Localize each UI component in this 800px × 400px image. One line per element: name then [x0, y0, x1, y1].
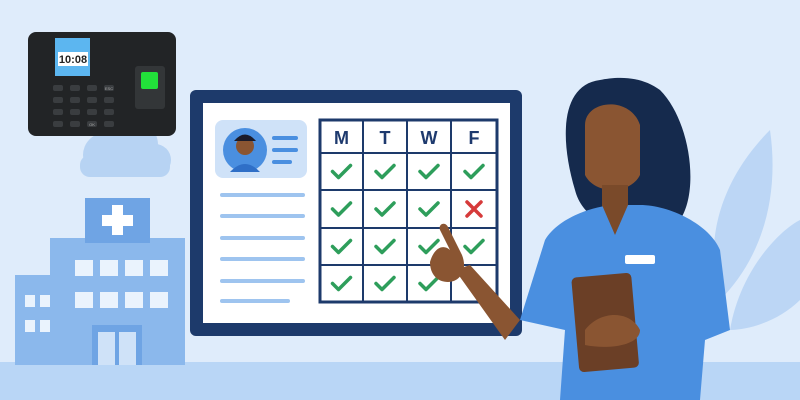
cross-icon	[465, 200, 483, 218]
key-ok: OK	[89, 122, 95, 127]
fingerprint-time-clock: 10:08 ESC OK	[28, 32, 176, 136]
nurse-figure	[430, 77, 730, 400]
key-esc: ESC	[105, 86, 113, 91]
check-icon	[374, 163, 396, 180]
check-icon	[374, 238, 396, 255]
check-icon	[463, 163, 485, 180]
check-icon	[463, 238, 485, 255]
check-icon	[330, 201, 353, 217]
check-icon	[418, 275, 440, 292]
check-icon	[330, 238, 353, 255]
day-header: W	[421, 128, 438, 148]
check-icon	[418, 163, 440, 180]
check-icon	[374, 201, 396, 217]
plant-leaves	[713, 130, 800, 330]
day-header: F	[469, 128, 480, 148]
hospital-building	[15, 198, 185, 365]
device-clock: 10:08	[59, 54, 87, 66]
check-icon	[330, 163, 353, 180]
day-header: T	[380, 128, 391, 148]
check-icon	[418, 238, 440, 255]
fingerprint-sensor	[141, 72, 158, 89]
day-header: M	[334, 128, 349, 148]
check-icon	[330, 275, 353, 292]
check-icon	[374, 275, 396, 292]
check-icon	[418, 201, 440, 217]
